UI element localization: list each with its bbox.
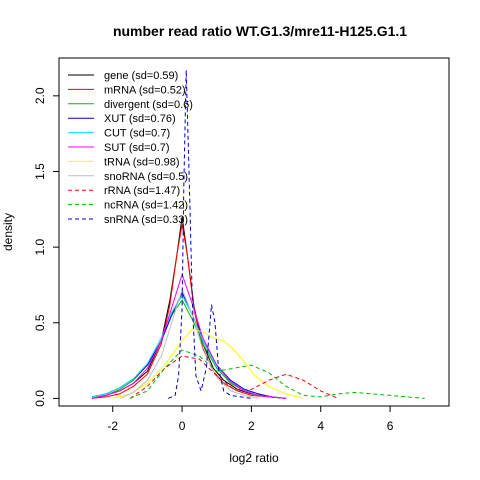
series-line [119, 288, 259, 399]
series-lines [91, 70, 425, 399]
y-tick-label: 0.0 [33, 390, 47, 407]
plot-frame [58, 57, 450, 407]
series-line [91, 294, 287, 399]
series-line [91, 272, 287, 399]
x-tick-label: 4 [317, 419, 324, 433]
x-tick-label: -2 [107, 419, 118, 433]
legend: gene (sd=0.59) mRNA (sd=0.52) divergent (s… [68, 70, 193, 226]
series-line [129, 355, 339, 399]
y-tick-label: 2.0 [33, 87, 47, 104]
y-tick-label: 1.0 [33, 238, 47, 255]
legend-entry: gene (sd=0.59) [104, 70, 178, 82]
x-tick-label: 0 [179, 419, 186, 433]
legend-entry: snRNA (sd=0.33) [104, 214, 188, 226]
y-axis-label: density [1, 213, 15, 251]
y-tick-label: 1.5 [33, 163, 47, 180]
series-line [91, 224, 287, 399]
x-tick-label: 6 [387, 419, 394, 433]
legend-entry: SUT (sd=0.7) [104, 142, 170, 154]
chart-title: number read ratio WT.G1.3/mre11-H125.G1.… [113, 23, 407, 39]
series-line [168, 70, 252, 399]
x-axis-label: log2 ratio [229, 451, 279, 465]
legend-entry: tRNA (sd=0.98) [104, 156, 180, 168]
y-axis-ticks: 0.0 0.5 1.0 1.5 2.0 [33, 87, 59, 407]
legend-entry: rRNA (sd=1.47) [104, 185, 180, 197]
legend-entry: mRNA (sd=0.52) [104, 84, 186, 96]
series-line [129, 349, 425, 399]
series-line [112, 328, 304, 399]
legend-entry: XUT (sd=0.76) [104, 113, 176, 125]
legend-entry: ncRNA (sd=1.42) [104, 200, 188, 212]
legend-entry: snoRNA (sd=0.5) [104, 171, 188, 183]
x-axis-ticks: -2 0 2 4 6 [107, 406, 394, 433]
legend-entry: CUT (sd=0.7) [104, 128, 170, 140]
y-tick-label: 0.5 [33, 314, 47, 331]
legend-entry: divergent (sd=0.6) [104, 99, 193, 111]
x-tick-label: 2 [248, 419, 255, 433]
series-line [91, 299, 287, 399]
